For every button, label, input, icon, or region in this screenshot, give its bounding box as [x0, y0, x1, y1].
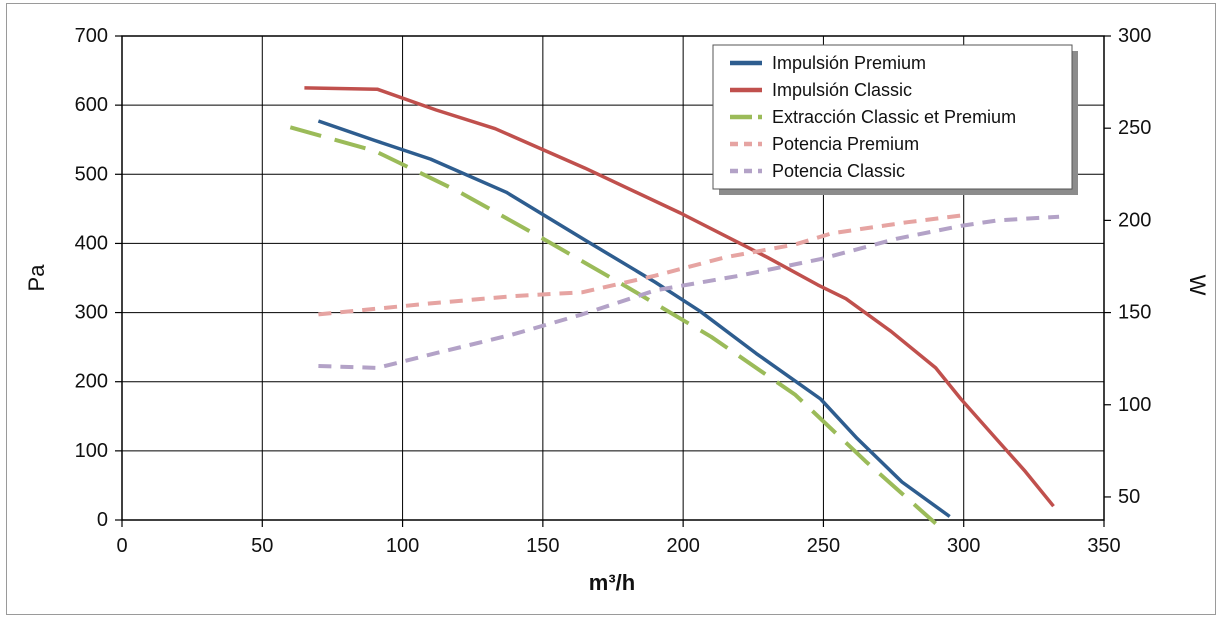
legend-label: Impulsión Premium — [772, 53, 926, 73]
plot-area-border — [121, 35, 1105, 521]
y2-tick-label: 50 — [1118, 486, 1140, 508]
x-tick-label: 300 — [947, 535, 980, 557]
x-tick-label: 350 — [1087, 535, 1120, 557]
legend-label: Impulsión Classic — [772, 80, 912, 100]
y2-tick-label: 200 — [1118, 209, 1151, 231]
x-tick-label: 50 — [251, 535, 273, 557]
y-tick-label: 300 — [75, 302, 108, 324]
y-tick-label: 500 — [75, 163, 108, 185]
series-line-2 — [304, 86, 1055, 508]
x-axis-label: m³/h — [589, 570, 635, 595]
x-tick-label: 100 — [386, 535, 419, 557]
x-tick-label: 250 — [807, 535, 840, 557]
y-tick-label: 0 — [97, 509, 108, 531]
legend-label: Extracción Classic et Premium — [772, 107, 1016, 127]
series-line-3 — [289, 125, 938, 525]
legend-box — [712, 44, 1073, 190]
y-tick-label: 400 — [75, 232, 108, 254]
tick-labels: 0 50 100 150 200 250 300 350 0 100 200 300 400 500 600… — [75, 25, 1152, 557]
legend: Impulsión Premium Impulsión Classic Extrac… — [712, 44, 1078, 195]
legend-label: Potencia Classic — [772, 161, 905, 181]
y2-axis-label: W — [1185, 275, 1210, 296]
x-tick-label: 200 — [666, 535, 699, 557]
x-tick-label: 150 — [526, 535, 559, 557]
legend-label: Potencia Premium — [772, 134, 919, 154]
y2-tick-label: 250 — [1118, 117, 1151, 139]
y-tick-label: 200 — [75, 371, 108, 393]
y-tick-label: 100 — [75, 440, 108, 462]
series-layer — [289, 86, 1060, 525]
y2-tick-label: 300 — [1118, 25, 1151, 47]
y-tick-label: 600 — [75, 94, 108, 116]
y-axis-label: Pa — [24, 264, 49, 292]
series-line-5 — [318, 214, 1060, 370]
y-tick-label: 700 — [75, 25, 108, 47]
series-line-1 — [317, 119, 951, 518]
series-line-4 — [318, 212, 967, 317]
legend-items: Impulsión Premium Impulsión Classic Extrac… — [730, 53, 1016, 181]
y2-tick-label: 150 — [1118, 302, 1151, 324]
x-tick-label: 0 — [116, 535, 127, 557]
y2-tick-label: 100 — [1118, 394, 1151, 416]
